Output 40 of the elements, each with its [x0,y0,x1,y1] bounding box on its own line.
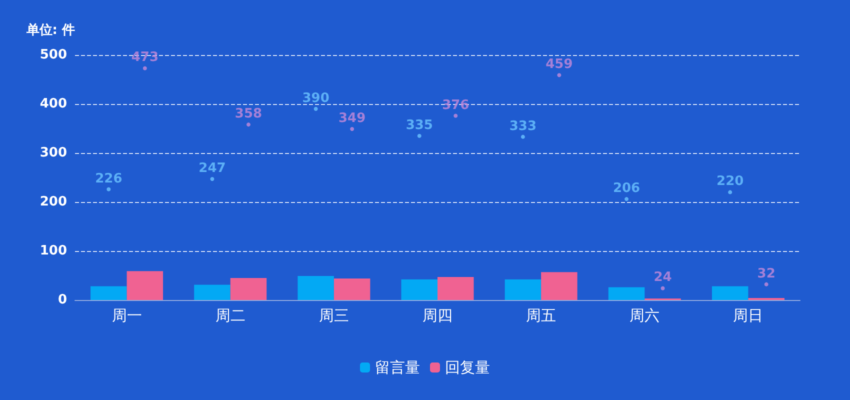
bar [126,271,164,300]
bar [334,278,370,300]
data-label: 206 [612,181,640,196]
data-label: 390 [302,90,330,106]
bar [194,284,230,300]
x-tick-label: 周一 [112,306,142,324]
data-label: 220 [716,174,744,190]
legend-label: 回复量 [445,358,490,376]
legend-label: 留言量 [375,358,420,376]
bar [541,272,578,300]
y-tick-label: 500 [40,48,67,62]
x-tick-label: 周五 [526,306,556,324]
bar [608,287,645,300]
bar [438,276,474,300]
bar [230,278,267,300]
y-tick-label: 200 [40,194,67,210]
data-label: 335 [406,118,433,133]
data-label: 247 [198,160,226,176]
x-tick-label: 周二 [215,306,246,324]
data-label: 333 [509,118,537,134]
bar [90,286,127,300]
x-tick-label: 周三 [318,306,349,324]
data-label: 32 [757,266,776,282]
y-tick-label: 400 [40,96,67,112]
data-label: 349 [338,110,366,126]
data-label: 459 [546,57,573,72]
y-tick-label: 100 [40,244,67,258]
x-tick-label: 周六 [630,306,660,324]
x-tick-label: 周四 [422,306,452,324]
bar [504,279,542,300]
bar [298,276,334,300]
y-tick-label: 0 [58,292,67,308]
y-axis-title: 单位: 件 [25,22,75,38]
bar [401,279,438,300]
x-tick-label: 周日 [733,306,764,324]
data-label: 226 [95,171,122,186]
data-label: 358 [234,106,262,122]
y-tick-label: 300 [40,146,67,160]
bar [712,286,748,300]
data-label: 24 [654,270,672,286]
